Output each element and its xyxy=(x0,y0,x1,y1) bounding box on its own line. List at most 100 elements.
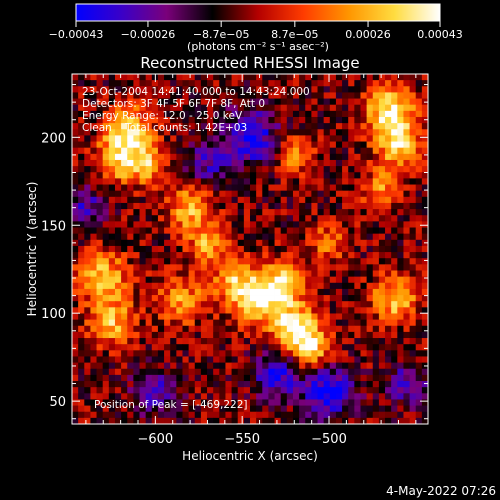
heatmap-cell xyxy=(366,319,374,327)
heatmap-cell xyxy=(96,190,104,198)
heatmap-cell xyxy=(114,350,122,357)
heatmap-cell xyxy=(90,387,97,394)
heatmap-cell xyxy=(96,393,104,400)
heatmap-cell xyxy=(225,417,232,425)
heatmap-cell xyxy=(176,172,183,179)
heatmap-cell xyxy=(329,264,337,271)
heatmap-cell xyxy=(96,252,104,259)
heatmap-cell xyxy=(317,276,325,284)
heatmap-cell xyxy=(114,399,122,406)
heatmap-cell xyxy=(219,368,226,376)
heatmap-cell xyxy=(170,147,177,155)
heatmap-cell xyxy=(84,116,91,124)
heatmap-cell xyxy=(250,270,257,278)
heatmap-cell xyxy=(176,80,183,87)
heatmap-cell xyxy=(385,319,392,327)
heatmap-cell xyxy=(274,319,282,327)
heatmap-cell xyxy=(213,288,220,296)
heatmap-cell xyxy=(127,233,134,241)
heatmap-cell xyxy=(366,209,374,216)
heatmap-cell xyxy=(127,159,134,167)
heatmap-cell xyxy=(385,288,392,296)
heatmap-cell xyxy=(114,362,122,370)
heatmap-cell xyxy=(274,307,282,314)
heatmap-cell xyxy=(237,307,245,314)
heatmap-cell xyxy=(176,202,183,210)
heatmap-cell xyxy=(243,307,251,314)
heatmap-cell xyxy=(102,98,110,106)
heatmap-cell xyxy=(274,417,282,425)
heatmap-cell xyxy=(72,196,79,204)
heatmap-cell xyxy=(342,92,349,99)
heatmap-cell xyxy=(360,276,368,284)
heatmap-cell xyxy=(354,80,361,87)
heatmap-cell xyxy=(403,141,410,149)
heatmap-cell xyxy=(305,209,312,216)
heatmap-cell xyxy=(256,92,263,99)
heatmap-cell xyxy=(385,221,392,228)
heatmap-cell xyxy=(403,74,410,81)
heatmap-cell xyxy=(311,374,318,382)
heatmap-cell xyxy=(421,202,429,210)
heatmap-cell xyxy=(96,178,104,185)
heatmap-cell xyxy=(378,215,386,222)
heatmap-cell xyxy=(207,166,214,173)
heatmap-cell xyxy=(274,288,282,296)
heatmap-cell xyxy=(311,411,318,419)
heatmap-cell xyxy=(391,190,398,198)
heatmap-cell xyxy=(219,258,226,265)
heatmap-cell xyxy=(403,387,410,394)
heatmap-cell xyxy=(335,344,343,351)
heatmap-cell xyxy=(231,344,239,351)
heatmap-cell xyxy=(335,221,343,228)
heatmap-cell xyxy=(90,123,97,130)
x-tick-label: −600 xyxy=(137,432,173,447)
heatmap-cell xyxy=(139,258,147,265)
heatmap-cell xyxy=(421,159,429,167)
heatmap-cell xyxy=(237,129,245,136)
heatmap-cell xyxy=(286,227,294,235)
heatmap-cell xyxy=(133,307,140,314)
heatmap-cell xyxy=(72,381,79,388)
heatmap-cell xyxy=(84,221,91,228)
heatmap-cell xyxy=(243,356,251,363)
heatmap-cell xyxy=(237,233,245,241)
heatmap-cell xyxy=(121,98,128,106)
heatmap-cell xyxy=(207,153,214,161)
heatmap-cell xyxy=(256,110,263,118)
heatmap-cell xyxy=(323,374,331,382)
heatmap-cell xyxy=(121,202,128,210)
heatmap-cell xyxy=(329,196,337,204)
heatmap-cell xyxy=(317,172,325,179)
heatmap-cell xyxy=(102,264,110,271)
heatmap-cell xyxy=(157,301,165,308)
heatmap-cell xyxy=(403,184,410,192)
heatmap-cell xyxy=(84,129,91,136)
heatmap-cell xyxy=(207,104,214,112)
heatmap-cell xyxy=(385,233,392,241)
heatmap-cell xyxy=(317,202,325,210)
heatmap-cell xyxy=(403,331,410,339)
heatmap-cell xyxy=(292,153,300,161)
heatmap-cell xyxy=(108,74,116,81)
heatmap-cell xyxy=(225,325,232,333)
heatmap-cell xyxy=(121,239,128,247)
heatmap-cell xyxy=(335,141,343,149)
heatmap-cell xyxy=(360,282,368,290)
heatmap-cell xyxy=(250,110,257,118)
heatmap-cell xyxy=(317,190,325,198)
heatmap-cell xyxy=(317,344,325,351)
heatmap-cell xyxy=(280,307,288,314)
heatmap-cell xyxy=(323,147,331,155)
heatmap-cell xyxy=(292,202,300,210)
heatmap-cell xyxy=(391,135,398,142)
heatmap-cell xyxy=(90,92,97,99)
heatmap-cell xyxy=(378,344,386,351)
heatmap-cell xyxy=(139,344,147,351)
heatmap-cell xyxy=(157,202,165,210)
heatmap-cell xyxy=(127,393,134,400)
heatmap-cell xyxy=(219,264,226,271)
heatmap-cell xyxy=(421,252,429,259)
heatmap-cell xyxy=(114,258,122,265)
heatmap-cell xyxy=(409,258,417,265)
